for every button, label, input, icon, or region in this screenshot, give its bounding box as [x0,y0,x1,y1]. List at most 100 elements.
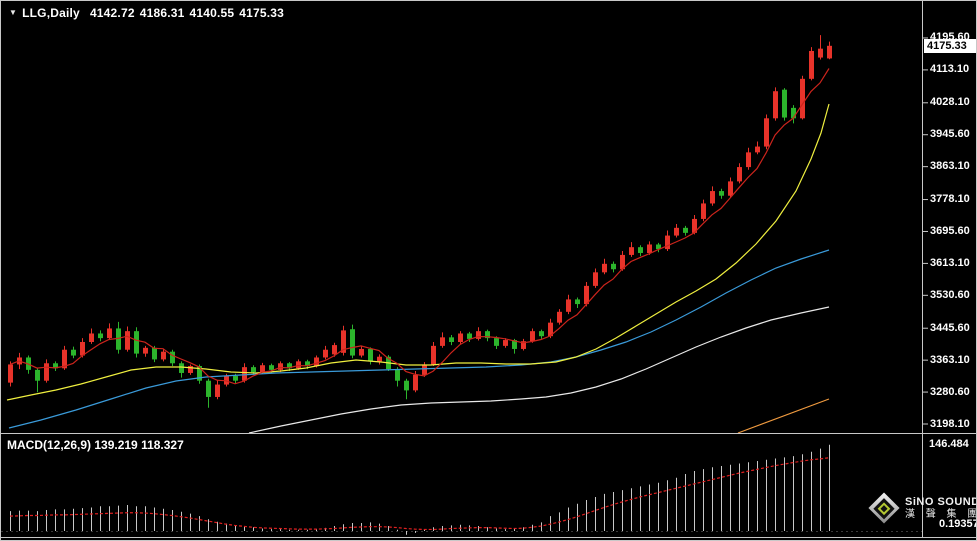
candle-body [674,227,679,236]
candle-body [260,365,265,373]
candle-body [224,376,229,385]
candle-body [116,328,121,350]
high-value: 4186.31 [139,6,185,20]
candle-body [296,361,301,369]
candle-body [413,374,418,391]
candle-body [152,347,157,360]
candle-body [548,322,553,337]
candle-body [251,367,256,373]
candle-body [8,364,13,383]
price-tick-label: 3613.10 [930,256,970,269]
price-tick-label: 3363.10 [930,353,970,366]
candle-body [431,345,436,365]
sino-sound-diamond-icon [868,492,900,524]
candle-body [44,363,49,381]
candle-body [791,107,796,119]
candle-body [332,345,337,355]
price-tick-label: 3945.60 [930,128,970,141]
candle-body [395,369,400,381]
ma-line-orange [737,398,830,434]
candle-body [143,347,148,354]
candle-body [107,328,112,339]
candle-body [476,331,481,339]
candle-body [440,337,445,346]
ma-line-white [248,306,830,434]
price-tick-label: 3695.60 [930,224,970,237]
candle-body [62,349,67,369]
candle-body [197,365,202,381]
low-value: 4140.55 [189,6,235,20]
candle-body [593,272,598,286]
macd-signal-line [9,457,830,531]
candle-body [305,361,310,366]
candle-body [602,263,607,273]
candle-body [638,247,643,253]
candle-body [125,331,130,350]
candle-body [755,146,760,153]
candle-body [566,299,571,312]
candle-body [98,333,103,339]
candle-body [53,363,58,369]
candle-body [494,338,499,346]
candle-body [170,351,175,364]
candle-body [89,333,94,342]
candle-body [521,341,526,349]
candle-body [764,118,769,147]
candle-body [206,380,211,397]
candle-body [467,333,472,339]
candle-body [134,331,139,354]
candle-body [458,333,463,342]
price-tick-label: 3198.10 [930,417,970,430]
candle-body [422,364,427,375]
candle-body [179,363,184,373]
candle-body [647,244,652,253]
candle-body [782,89,787,118]
logo-chinese-name: 漢 聲 集 團 [905,508,977,520]
candle-body [71,349,76,356]
candle-body [161,351,166,360]
candle-body [215,384,220,397]
candle-body [620,254,625,270]
candle-body [269,365,274,370]
candle-body [512,340,517,349]
candle-body [404,380,409,391]
candle-body [800,78,805,119]
logo-name: SiNO SOUND [905,495,977,508]
current-price-label: 4175.33 [924,38,976,53]
candle-body [368,348,373,362]
symbol-period-label: LLG,Daily [22,6,80,20]
candle-body [242,367,247,381]
candle-body [350,329,355,356]
candle-body [683,227,688,233]
candle-body [665,235,670,250]
broker-logo: SiNO SOUND 漢 聲 集 團 [867,491,977,525]
candle-body [809,50,814,79]
close-value: 4175.33 [239,6,285,20]
candle-body [314,357,319,366]
price-tick-label: 3530.60 [930,288,970,301]
candle-body [818,48,823,58]
chart-title: ▼ LLG,Daily 4142.72 4186.31 4140.55 4175.33 [9,6,289,20]
price-tick-label: 3445.60 [930,321,970,334]
candle-body [341,330,346,353]
candle-body [611,263,616,270]
open-value: 4142.72 [89,6,135,20]
price-tick-label: 4113.10 [930,63,970,76]
candle-body [629,247,634,255]
candle-body [188,365,193,373]
price-tick-label: 3778.10 [930,193,970,206]
candle-body [359,348,364,356]
candle-body [485,331,490,339]
ma-line-yellow [6,103,830,401]
price-tick-label: 3280.60 [930,385,970,398]
macd-scale-max-label: 146.484 [929,438,969,450]
ma-line-blue [8,249,830,429]
candle-body [557,311,562,323]
symbol-dropdown-icon: ▼ [9,8,18,17]
candle-body [710,191,715,204]
candle-body [449,337,454,342]
candle-body [80,341,85,356]
candle-body [827,45,832,59]
